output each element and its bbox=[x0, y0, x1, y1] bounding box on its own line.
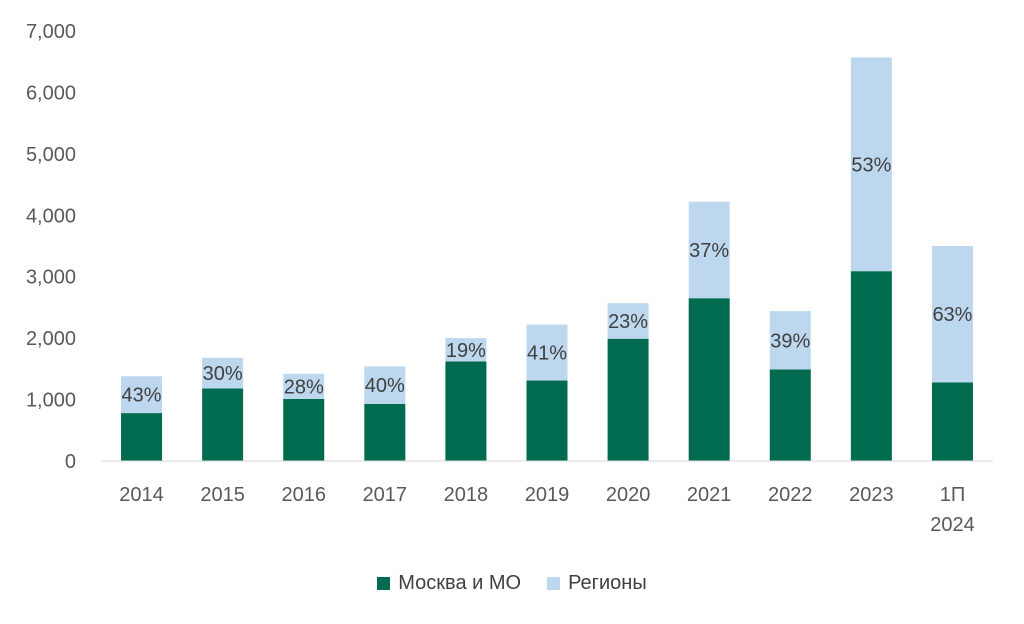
x-tick-label: 2014 bbox=[119, 484, 164, 506]
bar-regions bbox=[526, 324, 568, 381]
data-label: 23% bbox=[608, 311, 648, 333]
bar-moscow bbox=[850, 271, 892, 461]
bar-regions bbox=[607, 303, 649, 339]
bar-regions bbox=[283, 373, 325, 399]
x-tick-label: 2022 bbox=[768, 484, 813, 506]
data-label: 30% bbox=[203, 363, 243, 385]
bar-regions bbox=[688, 201, 730, 299]
y-tick-label: 2,000 bbox=[26, 328, 76, 350]
x-tick-label: 2020 bbox=[606, 484, 651, 506]
bar-regions bbox=[121, 376, 163, 414]
data-label: 53% bbox=[851, 154, 891, 176]
bar-moscow bbox=[769, 369, 811, 461]
x-tick-label: 2016 bbox=[281, 484, 326, 506]
x-tick-label: 2019 bbox=[525, 484, 570, 506]
y-tick-label: 1,000 bbox=[26, 390, 76, 412]
bar-moscow bbox=[364, 403, 406, 461]
legend-swatch-moscow bbox=[377, 576, 391, 590]
y-tick-label: 6,000 bbox=[26, 82, 76, 104]
data-label: 28% bbox=[284, 376, 324, 398]
bar-regions bbox=[850, 57, 892, 272]
data-label: 63% bbox=[932, 304, 972, 326]
bar-moscow bbox=[526, 380, 568, 461]
y-tick-label: 3,000 bbox=[26, 267, 76, 289]
bar-moscow bbox=[607, 338, 649, 461]
y-tick-label: 4,000 bbox=[26, 205, 76, 227]
bar-moscow bbox=[202, 388, 244, 461]
y-tick-label: 0 bbox=[65, 451, 76, 473]
y-tick-label: 5,000 bbox=[26, 144, 76, 166]
y-tick-label: 7,000 bbox=[26, 21, 76, 43]
x-tick-label: 2015 bbox=[200, 484, 245, 506]
x-tick-label: 2021 bbox=[687, 484, 732, 506]
x-tick-label: 2023 bbox=[849, 484, 894, 506]
bar-regions bbox=[769, 311, 811, 370]
bar-moscow bbox=[121, 413, 163, 461]
bar-moscow bbox=[445, 361, 487, 461]
data-label: 40% bbox=[365, 375, 405, 397]
x-tick-label: 2017 bbox=[363, 484, 408, 506]
legend-item-regions: Регионы bbox=[547, 572, 647, 595]
data-label: 43% bbox=[122, 385, 162, 407]
bar-moscow bbox=[283, 398, 325, 461]
legend-label-regions: Регионы bbox=[568, 571, 647, 594]
legend-item-moscow: Москва и МО bbox=[377, 572, 521, 595]
bar-regions bbox=[202, 357, 244, 389]
data-label: 39% bbox=[770, 330, 810, 352]
bar-moscow bbox=[931, 382, 973, 461]
bar-regions bbox=[931, 246, 973, 383]
stacked-bar-chart: 0 1,000 2,000 3,000 4,000 5,000 6,000 7,000 43% 2… bbox=[26, 21, 993, 536]
data-label: 37% bbox=[689, 240, 729, 262]
legend-label-moscow: Москва и МО bbox=[398, 571, 522, 594]
data-label: 41% bbox=[527, 343, 567, 365]
x-tick-label: 2024 bbox=[930, 514, 975, 536]
bar-moscow bbox=[688, 298, 730, 461]
x-tick-label: 1П bbox=[940, 484, 966, 506]
x-tick-label: 2018 bbox=[444, 484, 489, 506]
legend-swatch-regions bbox=[547, 576, 561, 590]
bar-regions bbox=[364, 366, 406, 404]
bar-regions bbox=[445, 338, 487, 362]
data-label: 19% bbox=[446, 340, 486, 362]
legend: Москва и МО Регионы bbox=[0, 568, 1024, 598]
